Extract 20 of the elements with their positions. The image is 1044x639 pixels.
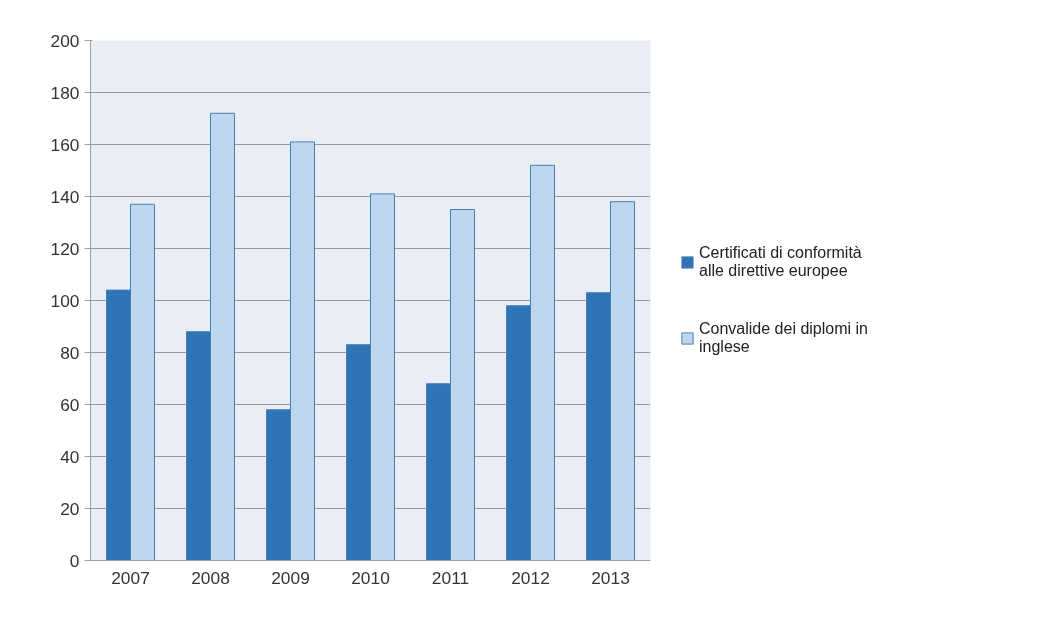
y-tick-label: 60 [60, 394, 80, 415]
x-tick-label: 2012 [511, 567, 550, 588]
y-tick-label: 140 [50, 186, 80, 207]
x-tick-label: 2008 [191, 567, 230, 588]
x-tick-label: 2007 [111, 567, 150, 588]
y-tick-label: 160 [50, 134, 80, 155]
x-tick-label: 2011 [431, 567, 470, 588]
legend-label: Convalide dei diplomi in inglese [699, 320, 868, 356]
x-tick-label: 2013 [591, 567, 630, 588]
x-tick-label: 2010 [351, 567, 390, 588]
y-tick-label: 80 [60, 342, 80, 363]
legend-label: Certificati di conformità alle direttive europee [699, 244, 862, 280]
x-tick-label: 2009 [271, 567, 310, 588]
y-tick-label: 100 [50, 290, 80, 311]
y-tick-label: 180 [50, 82, 80, 103]
y-tick-label: 40 [60, 446, 80, 467]
y-tick-label: 20 [60, 498, 80, 519]
y-tick-label: 0 [69, 550, 80, 571]
y-tick-label: 120 [50, 238, 80, 259]
y-tick-label: 200 [50, 30, 80, 51]
